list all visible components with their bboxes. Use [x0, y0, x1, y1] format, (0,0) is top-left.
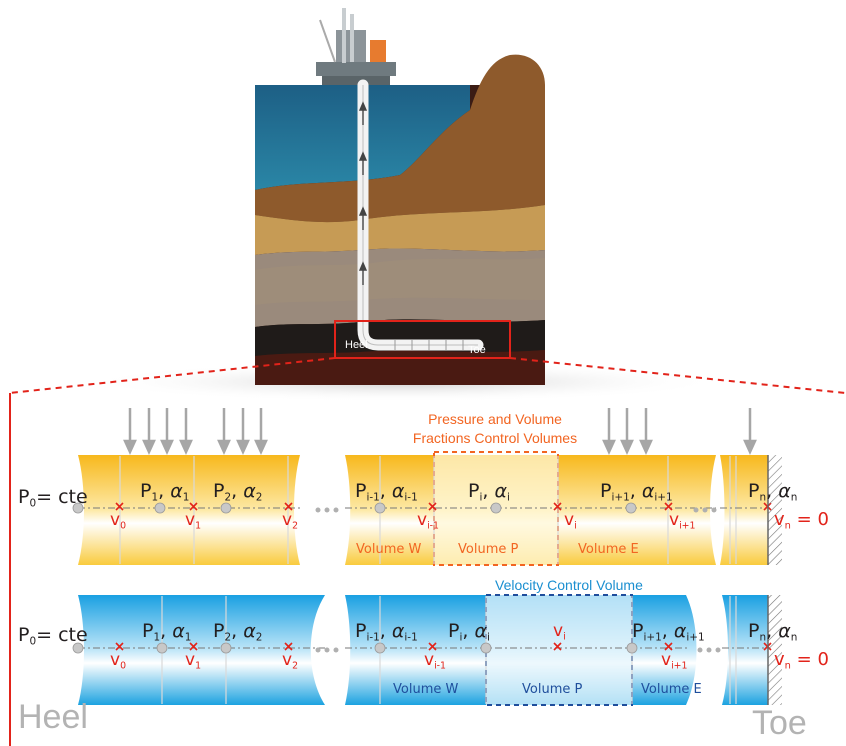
y-p0-label: P0= cte: [18, 486, 88, 510]
title-line-1: Pressure and Volume: [428, 411, 562, 427]
b-volume-p-label: Volume P: [522, 682, 583, 697]
y-vn-label: vn = 0: [774, 509, 829, 532]
y-cell-ip1-label: Pi+1, αi+1: [600, 480, 673, 504]
y-v2-label: v2: [282, 510, 299, 532]
y-cell-1-label: P1, α1: [140, 480, 190, 504]
b-cell-1-label: P1, α1: [142, 620, 192, 644]
y-volume-w-label: Volume W: [356, 542, 422, 557]
b-v0-label: v0: [110, 650, 127, 672]
y-v1-label: v1: [185, 510, 202, 532]
b-vi-label: vi: [553, 621, 566, 643]
toe-big-label: Toe: [752, 704, 807, 742]
y-vim1-label: vi-1: [417, 510, 439, 532]
b-v1-label: v1: [185, 650, 202, 672]
heel-big-label: Heel: [18, 698, 88, 736]
velocity-control-title: Velocity Control Volume: [495, 577, 643, 593]
b-p0-label: P0= cte: [18, 624, 88, 648]
b-cell-ip1-label: Pi+1, αi+1: [632, 620, 705, 644]
b-cell-n-label: Pn, αn: [748, 620, 798, 644]
y-volume-e-label: Volume E: [578, 542, 639, 557]
blue-pipe-row: [72, 594, 782, 706]
y-volume-p-label: Volume P: [458, 542, 519, 557]
b-v2-label: v2: [282, 650, 299, 672]
title-line-2: Fractions Control Volumes: [412, 429, 578, 446]
zoom-lines: [9, 357, 846, 746]
well-toe-label: Toe: [468, 344, 486, 356]
y-cell-i-label: Pi, αi: [468, 480, 510, 504]
well-heel-label: Heel: [345, 339, 368, 351]
y-v0-label: v0: [110, 510, 127, 532]
b-vip1-label: vi+1: [661, 650, 688, 672]
b-volume-w-label: Volume W: [393, 682, 459, 697]
y-cell-n-label: Pn, αn: [748, 480, 798, 504]
b-vn-label: vn = 0: [774, 649, 829, 672]
offshore-block: [84, 8, 724, 402]
b-cell-im1-label: Pi-1, αi-1: [355, 620, 418, 644]
b-cell-i-label: Pi, αi: [448, 620, 490, 644]
b-volume-e-label: Volume E: [641, 682, 702, 697]
y-vi-label: vi: [564, 510, 577, 532]
yellow-pipe-row: [72, 408, 782, 566]
b-vim1-label: vi-1: [424, 650, 446, 672]
y-cell-im1-label: Pi-1, αi-1: [355, 480, 418, 504]
y-cell-2-label: P2, α2: [213, 480, 263, 504]
pressure-volume-title: Pressure and Volume Fractions Control Vo…: [380, 410, 610, 448]
y-vip1-label: vi+1: [669, 510, 696, 532]
b-cell-2-label: P2, α2: [213, 620, 263, 644]
